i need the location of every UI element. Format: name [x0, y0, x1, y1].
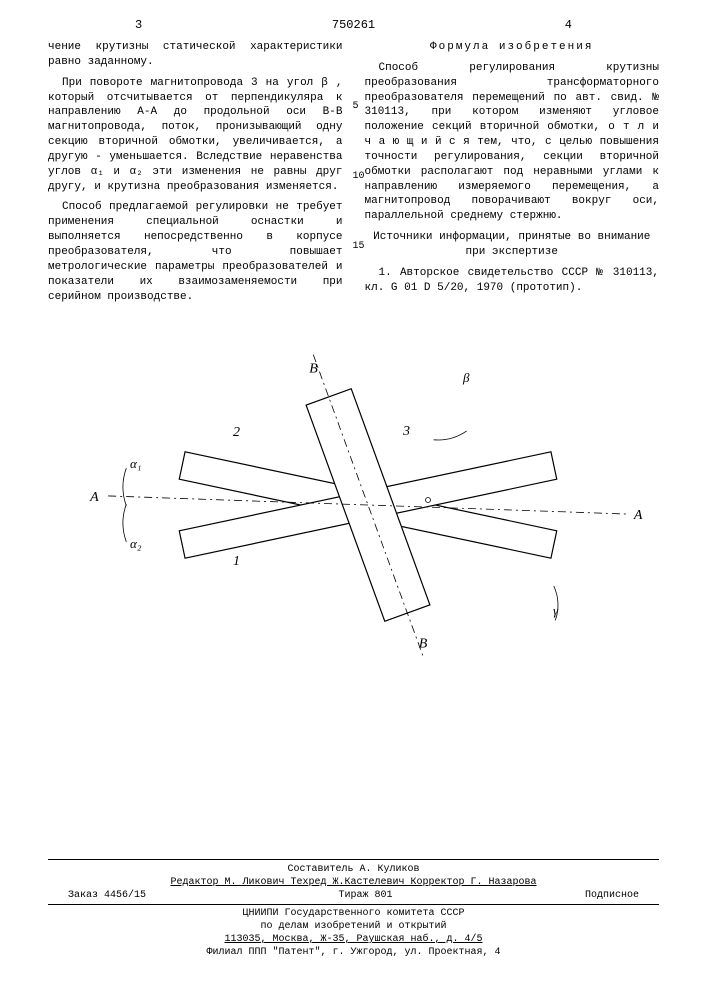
- footer-compiler: Составитель А. Куликов: [48, 864, 659, 875]
- sources-title: Источники информации, принятые во вниман…: [365, 230, 660, 260]
- footer-org: ЦНИИПИ Государственного комитета СССР: [48, 908, 659, 919]
- svg-text:B: B: [419, 636, 428, 651]
- page-number-right: 4: [565, 18, 572, 32]
- para: чение крутизны статической характеристик…: [48, 40, 343, 70]
- svg-text:α₁: α₁: [130, 456, 141, 471]
- page-number-left: 3: [135, 18, 142, 32]
- line-number: 15: [353, 240, 365, 254]
- svg-text:1: 1: [233, 554, 240, 569]
- left-column: чение крутизны статической характеристик…: [48, 40, 343, 310]
- formula-title: Формула изобретения: [365, 40, 660, 55]
- para: Способ предлагаемой регулировки не требу…: [48, 200, 343, 304]
- document-number: 750261: [332, 18, 375, 32]
- para: При повороте магнитопровода 3 на угол β …: [48, 76, 343, 195]
- svg-text:β: β: [462, 370, 470, 385]
- svg-text:A: A: [89, 490, 99, 505]
- footer-order: Заказ 4456/15 Тираж 801 Подписное: [48, 890, 659, 901]
- footer-filial: Филиал ППП "Патент", г. Ужгород, ул. Про…: [48, 947, 659, 958]
- svg-text:3: 3: [402, 424, 410, 439]
- footer-org2: по делам изобретений и открытий: [48, 921, 659, 932]
- footer-podpis: Подписное: [585, 890, 639, 901]
- svg-text:γ: γ: [553, 603, 559, 618]
- svg-text:B: B: [309, 362, 318, 377]
- footer-tirazh: Тираж 801: [338, 890, 392, 901]
- footer-zakaz: Заказ 4456/15: [68, 890, 146, 901]
- para: 1. Авторское свидетельство СССР № 310113…: [365, 266, 660, 296]
- svg-text:A: A: [633, 508, 643, 523]
- text-columns: чение крутизны статической характеристик…: [48, 40, 659, 310]
- line-number: 5: [353, 100, 359, 114]
- technical-diagram: A A B Bα₁ α₂ β γ 1 2 3: [48, 340, 659, 680]
- diagram-svg: A A B Bα₁ α₂ β γ 1 2 3: [48, 340, 659, 680]
- footer-addr: 113035, Москва, Ж-35, Раушская наб., д. …: [48, 934, 659, 945]
- para: Способ регулирования крутизны преобразов…: [365, 61, 660, 224]
- line-number: 10: [353, 170, 365, 184]
- svg-text:2: 2: [233, 425, 240, 440]
- footer-editors: Редактор М. Ликович Техред Ж.Кастелевич …: [48, 877, 659, 888]
- right-column: 5 10 15 Формула изобретения Способ регул…: [365, 40, 660, 310]
- footer: Составитель А. Куликов Редактор М. Ликов…: [48, 859, 659, 960]
- svg-text:α₂: α₂: [130, 536, 142, 551]
